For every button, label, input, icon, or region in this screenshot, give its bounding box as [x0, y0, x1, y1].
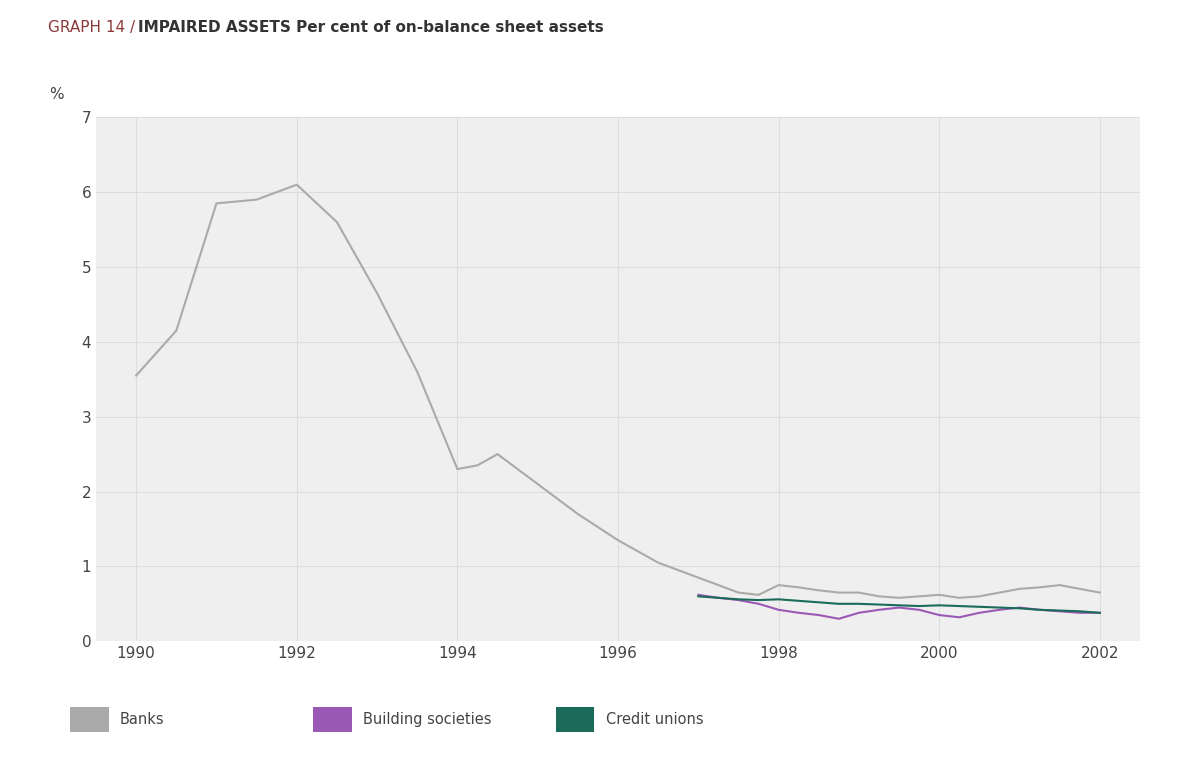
Text: Banks: Banks	[120, 712, 164, 727]
Bar	[313, 707, 352, 732]
Text: Building societies: Building societies	[362, 712, 491, 727]
Text: GRAPH 14 /: GRAPH 14 /	[48, 20, 140, 34]
Text: Credit unions: Credit unions	[606, 712, 703, 727]
Bar	[556, 707, 594, 732]
Text: %: %	[49, 87, 64, 102]
Bar	[70, 707, 109, 732]
Text: IMPAIRED ASSETS Per cent of on-balance sheet assets: IMPAIRED ASSETS Per cent of on-balance s…	[138, 20, 604, 34]
